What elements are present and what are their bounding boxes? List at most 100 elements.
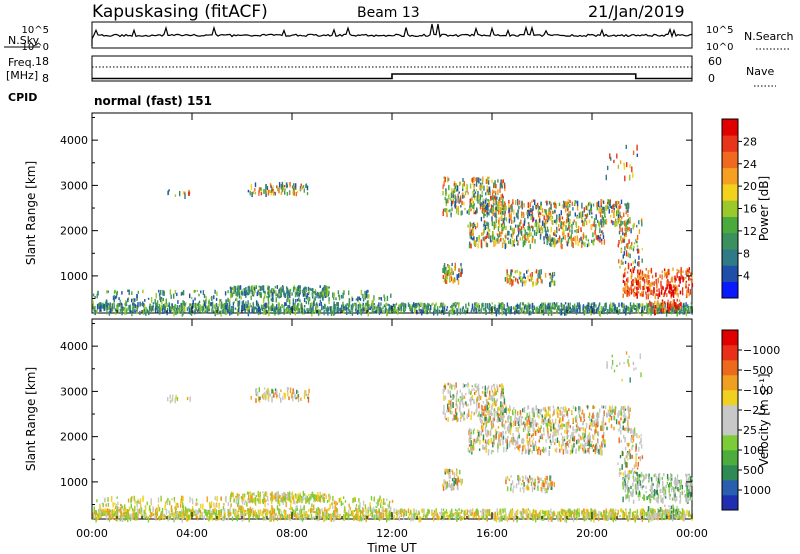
scatter-cell — [149, 508, 152, 514]
scatter-cell — [495, 198, 497, 201]
scatter-cell — [598, 516, 600, 521]
scatter-cell — [636, 224, 638, 228]
scatter-cell — [602, 200, 605, 204]
scatter-cell — [554, 219, 556, 224]
scatter-cell — [568, 305, 570, 309]
scatter-cell — [334, 510, 336, 517]
scatter-cell — [97, 512, 100, 518]
scatter-cell — [627, 294, 629, 298]
scatter-cell — [404, 303, 406, 307]
scatter-cell — [671, 276, 673, 282]
scatter-cell — [241, 516, 243, 522]
scatter-cell — [583, 207, 585, 213]
scatter-cell — [108, 310, 111, 316]
scatter-cell — [505, 205, 507, 211]
scatter-cell — [143, 307, 146, 312]
scatter-cell — [457, 302, 459, 305]
scatter-cell — [582, 305, 584, 311]
scatter-cell — [367, 309, 369, 312]
scatter-cell — [661, 285, 663, 289]
scatter-cell — [488, 229, 491, 232]
scatter-cell — [293, 306, 296, 311]
scatter-cell — [194, 290, 196, 293]
scatter-cell — [188, 514, 190, 518]
scatter-cell — [619, 160, 622, 165]
scatter-cell — [166, 307, 169, 312]
scatter-cell — [508, 199, 510, 204]
scatter-cell — [563, 511, 565, 517]
scatter-cell — [503, 222, 505, 229]
scatter-cell — [612, 509, 614, 515]
scatter-cell — [342, 304, 345, 311]
scatter-cell — [532, 237, 535, 241]
scatter-cell — [483, 208, 485, 214]
station-title: Kapuskasing (fitACF) — [92, 2, 268, 22]
scatter-cell — [235, 292, 237, 296]
scatter-cell — [377, 304, 379, 308]
scatter-cell — [254, 509, 256, 515]
scatter-cell — [196, 309, 199, 313]
scatter-cell — [242, 300, 245, 306]
scatter-cell — [678, 269, 680, 274]
scatter-cell — [519, 237, 521, 241]
scatter-cell — [614, 304, 616, 310]
scatter-cell — [616, 153, 618, 159]
scatter-cell — [677, 288, 679, 291]
scatter-cell — [352, 516, 355, 521]
scatter-cell — [162, 289, 164, 296]
scatter-cell — [459, 271, 461, 277]
scatter-cell — [269, 189, 271, 194]
scatter-cell — [625, 232, 627, 235]
scatter-cell — [367, 299, 370, 304]
scatter-cell — [463, 195, 465, 199]
scatter-cell — [211, 515, 214, 521]
scatter-cell — [454, 513, 456, 516]
scatter-cell — [167, 190, 169, 196]
scatter-cell — [458, 302, 460, 305]
scatter-cell — [297, 293, 299, 297]
scatter-cell — [603, 515, 605, 520]
scatter-cell — [626, 162, 628, 168]
scatter-cell — [516, 269, 518, 273]
scatter-cell — [214, 289, 216, 294]
scatter-cell — [605, 305, 607, 310]
scatter-cell — [247, 292, 249, 296]
scatter-cell — [512, 281, 514, 286]
scatter-cell — [451, 207, 453, 212]
scatter-cell — [415, 303, 417, 306]
scatter-cell — [576, 308, 579, 314]
scatter-cell — [254, 306, 256, 310]
scatter-cell — [540, 201, 542, 205]
scatter-cell — [460, 266, 462, 270]
scatter-cell — [468, 209, 470, 215]
scatter-cell — [599, 207, 601, 213]
scatter-cell — [510, 269, 512, 272]
scatter-cell — [222, 516, 224, 521]
scatter-cell — [520, 205, 522, 208]
scatter-cell — [411, 304, 414, 310]
scatter-cell — [607, 202, 609, 205]
scatter-cell — [482, 186, 484, 189]
scatter-cell — [532, 217, 535, 222]
scatter-cell — [455, 208, 458, 214]
scatter-cell — [275, 290, 277, 296]
scatter-cell — [442, 305, 444, 311]
scatter-cell — [646, 278, 648, 283]
scatter-cell — [622, 293, 624, 298]
scatter-cell — [248, 286, 251, 291]
scatter-cell — [553, 202, 555, 205]
scatter-cell — [131, 298, 133, 303]
scatter-cell — [480, 203, 482, 207]
scatter-cell — [350, 510, 353, 516]
scatter-cell — [643, 516, 645, 521]
scatter-cell — [242, 308, 244, 312]
scatter-cell — [297, 513, 299, 518]
scatter-cell — [132, 512, 134, 518]
scatter-cell — [446, 306, 449, 309]
scatter-cell — [493, 190, 495, 194]
scatter-cell — [136, 513, 138, 519]
scatter-cell — [501, 179, 504, 186]
scatter-cell — [474, 224, 476, 227]
scatter-cell — [247, 310, 249, 315]
scatter-cell — [236, 308, 239, 312]
